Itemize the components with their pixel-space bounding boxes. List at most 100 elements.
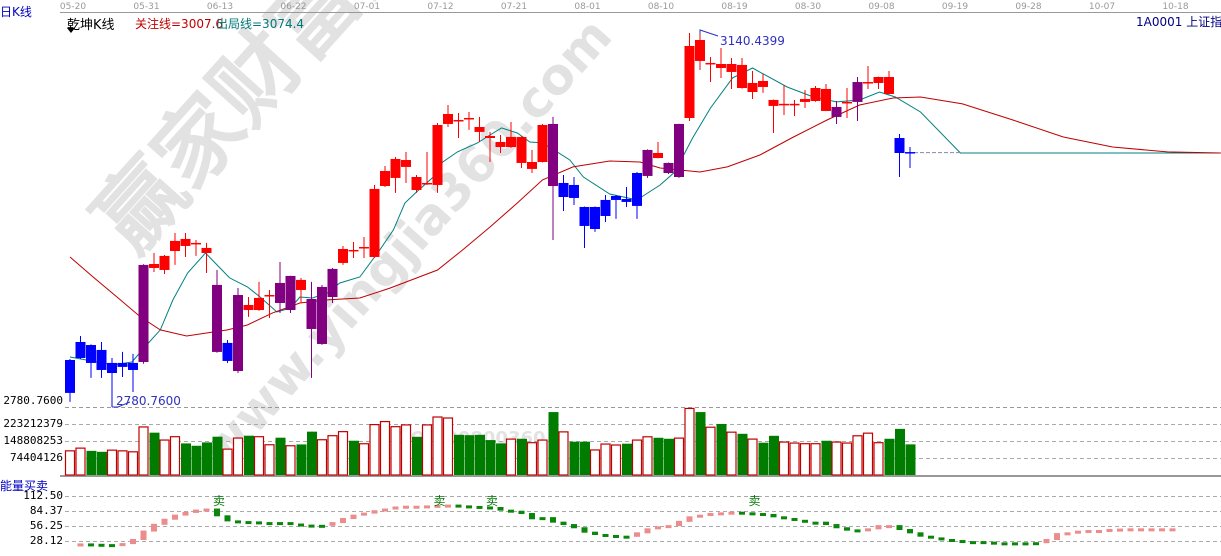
volume-bar — [244, 435, 254, 475]
candle-body — [569, 184, 579, 198]
energy-mark — [1085, 529, 1092, 533]
candle-body — [884, 76, 894, 94]
candle-body — [369, 188, 380, 257]
volume-bar — [580, 441, 590, 475]
volume-bar — [862, 432, 874, 476]
volume-bar — [737, 433, 748, 475]
date-tick-label: 07-12 — [427, 2, 453, 12]
date-tick-label: 05-20 — [60, 2, 86, 12]
candle-body — [474, 126, 485, 132]
energy-indicator-title[interactable]: 能量买卖 — [0, 479, 49, 493]
date-tick-label: 07-01 — [354, 2, 380, 12]
volume-bar — [149, 432, 160, 475]
volume-bar — [475, 434, 485, 475]
energy-mark — [193, 509, 199, 513]
volume-bar — [232, 437, 244, 476]
candle-body — [800, 99, 810, 102]
candle-body — [821, 88, 831, 111]
candle-body — [485, 136, 495, 139]
volume-bar — [705, 426, 716, 476]
energy-mark — [445, 504, 451, 508]
volume-bar — [222, 448, 233, 476]
energy-mark — [865, 528, 871, 532]
candle-body — [390, 158, 401, 178]
volume-bar — [400, 424, 412, 476]
energy-mark — [434, 504, 441, 508]
energy-mark — [140, 530, 147, 540]
volume-bar — [264, 444, 275, 476]
energy-mark — [560, 521, 567, 526]
energy-mark — [529, 513, 535, 520]
candle-body — [537, 125, 548, 163]
energy-axis-label-3: 56.25 — [29, 519, 63, 532]
exit-line-value: 出局线=3074.4 — [216, 17, 305, 31]
date-tick-label: 10-18 — [1162, 2, 1188, 12]
energy-mark — [1127, 528, 1134, 532]
candle-body — [296, 279, 306, 290]
energy-mark — [928, 535, 934, 539]
energy-mark — [1117, 528, 1123, 532]
volume-bar — [337, 431, 349, 476]
volume-bar — [86, 450, 97, 475]
indicator-dropdown-icon[interactable] — [67, 28, 75, 33]
candle-body — [432, 125, 443, 185]
energy-mark — [77, 543, 84, 547]
volume-bar — [821, 440, 832, 475]
sell-signal-label: 卖 — [433, 494, 445, 508]
volume-bar — [873, 442, 884, 476]
volume-axis-label-2: 148808253 — [3, 434, 63, 447]
candle-body — [107, 362, 117, 373]
volume-bar — [181, 443, 191, 475]
high-annotation-leader — [699, 29, 719, 37]
date-tick-label: 05-31 — [133, 2, 159, 12]
volume-bar — [747, 438, 758, 476]
energy-mark — [277, 522, 283, 526]
energy-mark — [119, 543, 126, 547]
indicator-name[interactable]: 乾坤K线 — [67, 18, 115, 33]
volume-bar — [569, 441, 580, 475]
energy-mark — [361, 512, 367, 516]
volume-bar — [758, 442, 769, 475]
volume-bar — [327, 435, 338, 476]
volume-bar — [432, 416, 443, 476]
energy-mark — [350, 514, 357, 520]
volume-bar — [548, 412, 559, 475]
volume-bar — [138, 426, 149, 476]
energy-mark — [487, 506, 493, 510]
energy-mark — [655, 526, 661, 530]
candle-body — [96, 349, 107, 370]
energy-mark — [319, 524, 325, 528]
candle-body — [516, 136, 527, 163]
volume-bar — [769, 435, 779, 475]
energy-mark — [287, 522, 294, 526]
candle-body — [705, 62, 716, 65]
energy-axis-label-4: 28.12 — [29, 534, 63, 547]
candle-body — [768, 99, 779, 106]
energy-mark — [371, 510, 378, 514]
date-tick-label: 08-30 — [795, 2, 821, 12]
volume-bar — [412, 436, 422, 475]
candle-body — [579, 206, 590, 226]
volume-bar — [558, 431, 569, 476]
volume-bar — [253, 436, 265, 476]
volume-bar — [442, 417, 454, 476]
candle-body — [128, 362, 138, 370]
period-label[interactable]: 日K线 — [0, 5, 32, 19]
candle-body — [422, 182, 432, 185]
candle-body — [789, 103, 800, 106]
volume-bar — [159, 439, 170, 476]
candle-body — [894, 138, 905, 153]
energy-mark — [634, 532, 640, 537]
energy-mark — [802, 519, 808, 523]
candle-body — [726, 64, 737, 72]
energy-mark — [224, 515, 231, 522]
energy-mark — [1043, 538, 1050, 544]
volume-bar — [726, 431, 737, 476]
energy-mark — [256, 521, 262, 525]
volume-bar — [505, 438, 517, 476]
volume-bar — [695, 412, 706, 475]
sell-signal-label: 卖 — [748, 494, 760, 508]
volume-bar — [642, 436, 653, 476]
